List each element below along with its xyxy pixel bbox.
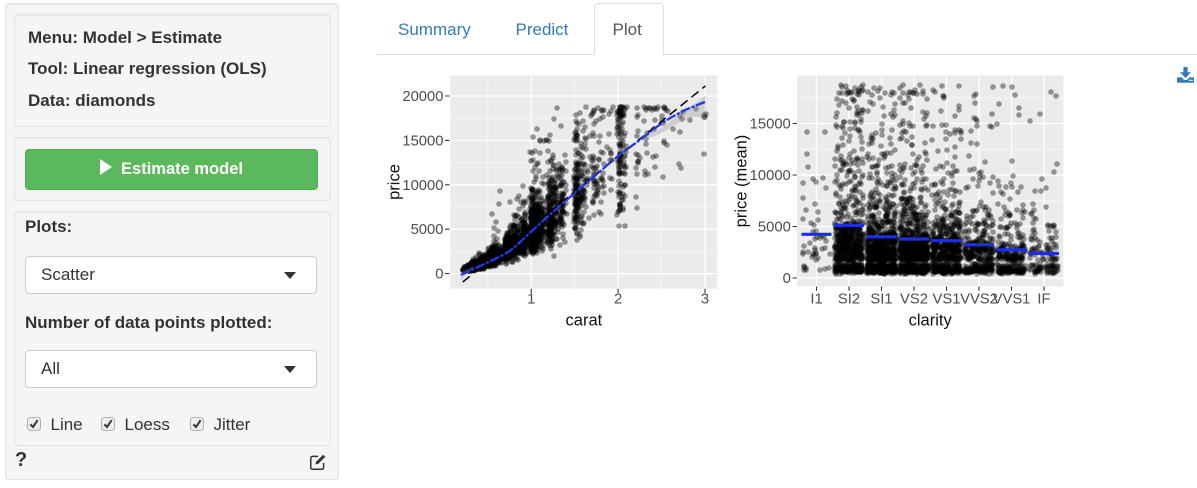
svg-text:1: 1 (527, 292, 535, 308)
svg-text:VVS1: VVS1 (993, 292, 1031, 308)
svg-text:I1: I1 (810, 292, 822, 308)
svg-text:IF: IF (1037, 292, 1050, 308)
svg-text:price: price (386, 164, 404, 200)
svg-text:10000: 10000 (402, 178, 443, 194)
svg-text:3: 3 (701, 292, 709, 308)
svg-text:5000: 5000 (411, 222, 444, 238)
svg-text:VS1: VS1 (933, 292, 961, 308)
svg-text:15000: 15000 (750, 117, 791, 133)
svg-text:SI2: SI2 (838, 292, 860, 308)
svg-text:VS2: VS2 (900, 292, 928, 308)
svg-text:10000: 10000 (750, 168, 791, 184)
svg-text:0: 0 (783, 271, 791, 287)
svg-text:2: 2 (614, 292, 622, 308)
svg-text:0: 0 (435, 267, 443, 283)
svg-text:price (mean): price (mean) (733, 135, 751, 228)
svg-text:15000: 15000 (402, 133, 443, 149)
svg-text:5000: 5000 (758, 220, 791, 236)
svg-text:VVS2: VVS2 (960, 292, 998, 308)
svg-text:carat: carat (566, 312, 603, 330)
svg-text:clarity: clarity (909, 312, 953, 330)
svg-text:SI1: SI1 (870, 292, 892, 308)
svg-text:20000: 20000 (402, 89, 443, 105)
